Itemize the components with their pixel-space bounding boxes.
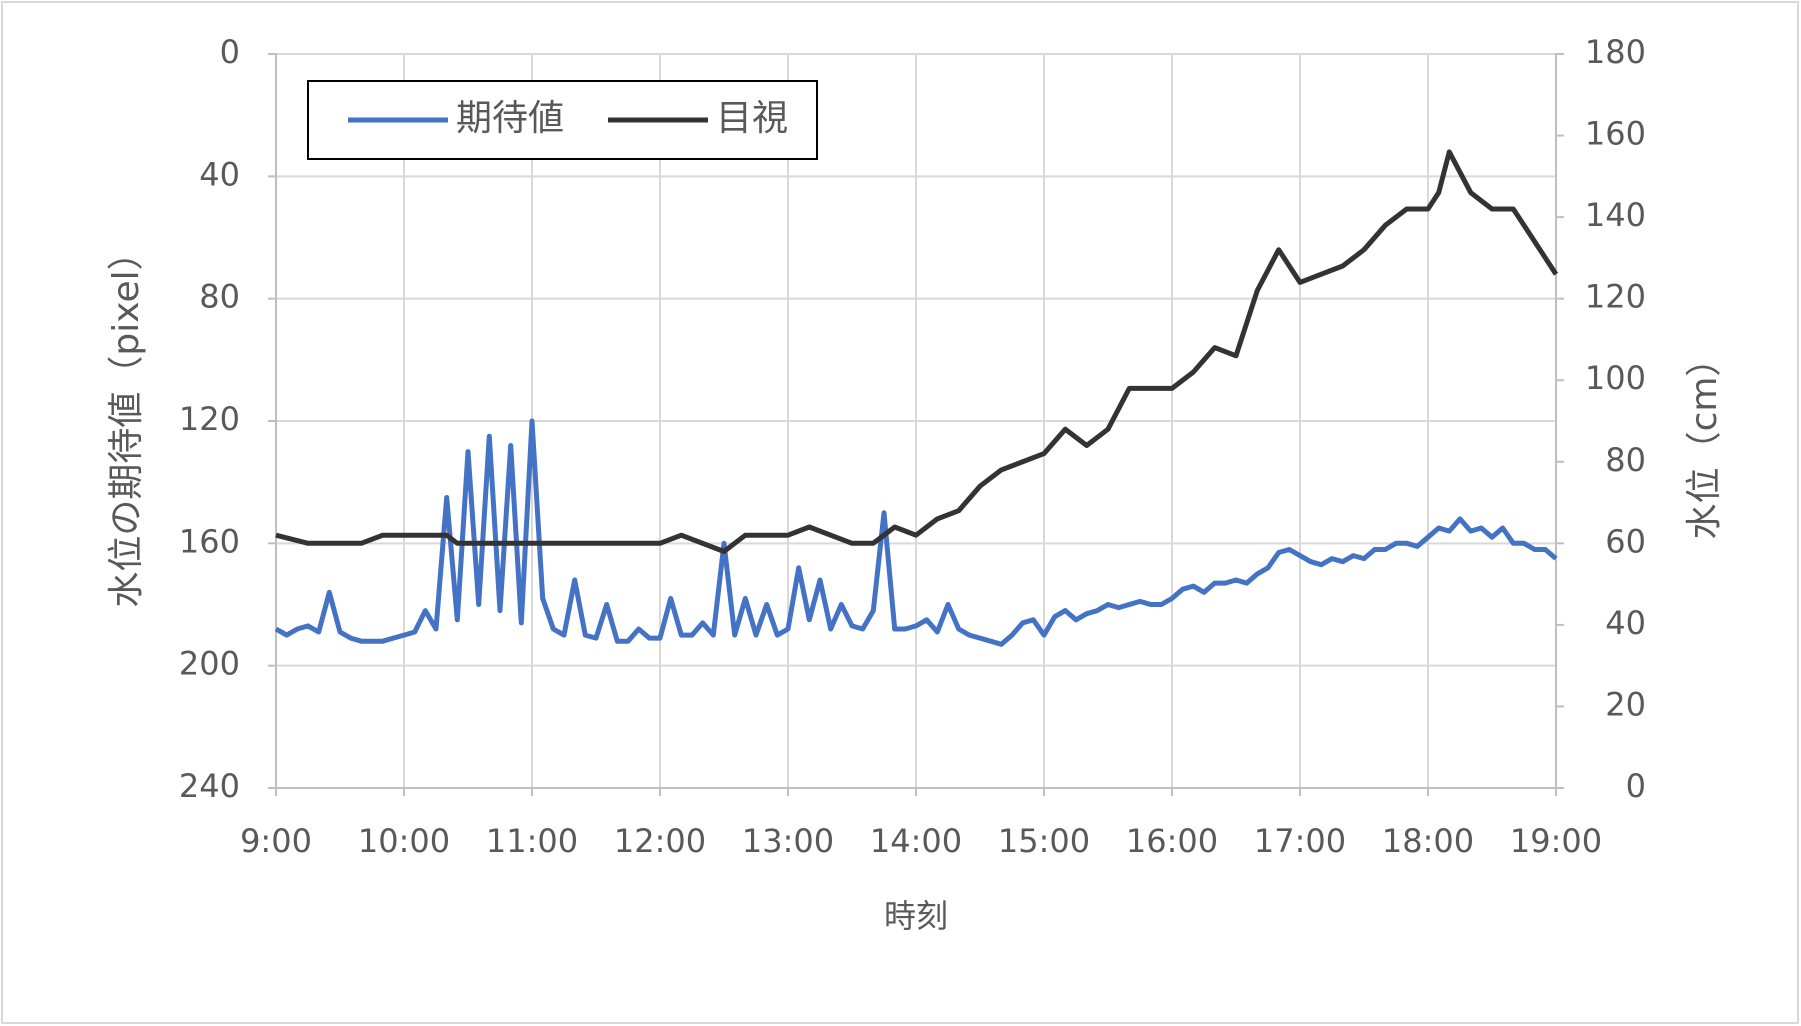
y2-tick-label: 100 (1585, 359, 1646, 397)
x-tick-label: 11:00 (486, 822, 578, 860)
x-tick-label: 18:00 (1382, 822, 1474, 860)
y-axis-label: 水位の期待値（pixel） (106, 234, 147, 607)
y2-tick-label: 140 (1585, 196, 1646, 234)
y2-tick-label: 180 (1585, 33, 1646, 71)
x-tick-label: 9:00 (240, 822, 312, 860)
x-tick-label: 13:00 (742, 822, 834, 860)
y2-tick-label: 80 (1605, 441, 1646, 479)
y-tick-label: 80 (199, 278, 240, 316)
series-line (274, 418, 1558, 647)
x-axis-label: 時刻 (884, 897, 948, 935)
legend-label: 目視 (716, 98, 788, 139)
y2-tick-label: 20 (1605, 685, 1646, 723)
x-tick-label: 16:00 (1126, 822, 1218, 860)
x-tick-label: 14:00 (870, 822, 962, 860)
y-tick-label: 240 (179, 767, 240, 805)
x-tick-label: 17:00 (1254, 822, 1346, 860)
y2-tick-label: 160 (1585, 115, 1646, 153)
y-tick-label: 0 (220, 33, 240, 71)
x-tick-label: 10:00 (358, 822, 450, 860)
y2-tick-label: 120 (1585, 278, 1646, 316)
y-tick-label: 200 (179, 645, 240, 683)
y-tick-label: 160 (179, 522, 240, 560)
y-tick-label: 40 (199, 155, 240, 193)
y2-tick-label: 40 (1605, 604, 1646, 642)
x-tick-label: 15:00 (998, 822, 1090, 860)
series-line (275, 149, 1559, 554)
x-tick-label: 19:00 (1510, 822, 1602, 860)
legend-label: 期待値 (456, 98, 564, 139)
x-tick-label: 12:00 (614, 822, 706, 860)
y2-tick-label: 60 (1605, 522, 1646, 560)
y2-axis-label: 水位（cm） (1684, 341, 1725, 540)
y2-tick-label: 0 (1626, 767, 1646, 805)
y-tick-label: 120 (179, 400, 240, 438)
